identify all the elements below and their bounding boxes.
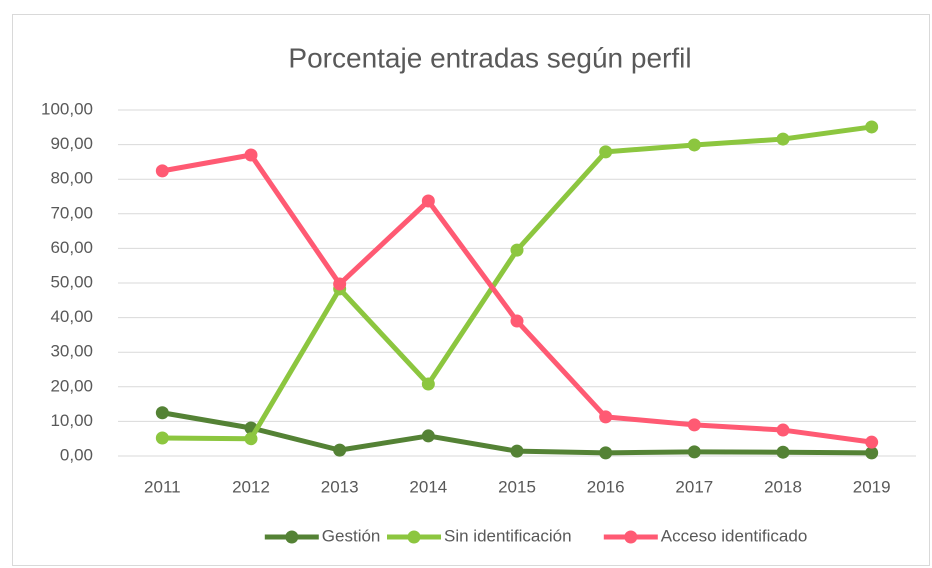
y-tick-label: 60,00 — [50, 238, 93, 257]
data-point — [776, 132, 790, 146]
x-tick-label: 2016 — [587, 477, 625, 496]
legend-label: Acceso identificado — [661, 526, 807, 545]
chart-frame — [12, 14, 930, 566]
data-point — [421, 377, 435, 391]
data-point — [244, 148, 258, 162]
data-point — [510, 314, 524, 328]
data-point — [244, 432, 258, 446]
x-tick-label: 2014 — [409, 477, 447, 496]
data-point — [599, 410, 613, 424]
y-tick-label: 0,00 — [60, 445, 93, 464]
data-point — [510, 444, 524, 458]
y-tick-label: 40,00 — [50, 307, 93, 326]
data-point — [776, 423, 790, 437]
legend-marker — [285, 530, 299, 544]
legend-marker — [624, 530, 638, 544]
y-tick-label: 10,00 — [50, 411, 93, 430]
x-tick-label: 2013 — [321, 477, 359, 496]
data-point — [510, 243, 524, 257]
data-point — [333, 443, 347, 457]
data-point — [155, 406, 169, 420]
data-point — [599, 145, 613, 159]
y-tick-label: 100,00 — [41, 99, 93, 118]
legend-label: Gestión — [322, 526, 381, 545]
y-tick-label: 90,00 — [50, 134, 93, 153]
data-point — [865, 120, 879, 134]
data-point — [155, 431, 169, 445]
chart-title: Porcentaje entradas según perfil — [288, 42, 691, 73]
legend-marker — [407, 530, 421, 544]
data-point — [333, 277, 347, 291]
x-tick-label: 2017 — [675, 477, 713, 496]
data-point — [865, 435, 879, 449]
data-point — [776, 445, 790, 459]
x-tick-label: 2011 — [144, 477, 181, 496]
y-tick-label: 50,00 — [50, 272, 93, 291]
data-point — [687, 418, 701, 432]
data-point — [687, 445, 701, 459]
y-tick-label: 80,00 — [50, 169, 93, 188]
data-point — [599, 446, 613, 460]
data-point — [421, 194, 435, 208]
x-tick-label: 2018 — [764, 477, 802, 496]
data-point — [421, 429, 435, 443]
x-tick-label: 2015 — [498, 477, 536, 496]
x-tick-label: 2012 — [232, 477, 270, 496]
legend-label: Sin identificación — [444, 526, 572, 545]
y-tick-label: 70,00 — [50, 203, 93, 222]
data-point — [687, 138, 701, 152]
y-tick-label: 30,00 — [50, 342, 93, 361]
y-tick-label: 20,00 — [50, 376, 93, 395]
data-point — [865, 446, 879, 460]
x-tick-label: 2019 — [853, 477, 891, 496]
data-point — [155, 164, 169, 178]
